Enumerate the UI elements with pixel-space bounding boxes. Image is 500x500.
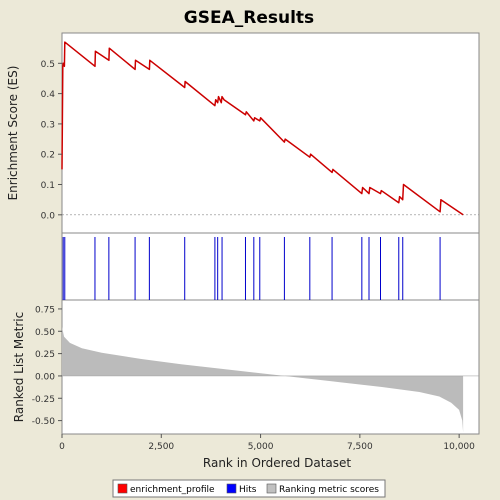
enrichment-profile-line bbox=[61, 41, 464, 216]
legend-label-ranking-metric-scores: Ranking metric scores bbox=[279, 485, 379, 495]
x-tick-label: 10,000 bbox=[443, 442, 475, 452]
legend-swatch-enrichment-profile bbox=[117, 483, 128, 494]
rank-x-axis: 0 2,500 5,000 7,500 10,000 bbox=[59, 434, 475, 452]
chart-title: GSEA_Results bbox=[184, 8, 314, 28]
hits-plot-area bbox=[61, 232, 480, 301]
legend-box bbox=[112, 479, 386, 498]
metric-y-tick-label: 0.25 bbox=[35, 350, 55, 360]
x-tick-label: 2,500 bbox=[148, 442, 174, 452]
es-y-tick-label: 0.1 bbox=[41, 181, 55, 191]
es-y-tick-label: 0.3 bbox=[41, 120, 55, 130]
hits-layer bbox=[62, 237, 441, 300]
x-tick-label: 7,500 bbox=[347, 442, 373, 452]
metric-y-axis: 0.75 0.50 0.25 0.00 -0.25 -0.50 bbox=[32, 305, 62, 427]
metric-y-axis-label: Ranked List Metric bbox=[12, 312, 26, 422]
enrichment-layer bbox=[61, 41, 479, 216]
es-y-axis-label: Enrichment Score (ES) bbox=[6, 66, 20, 201]
es-y-axis: 0.0 0.1 0.2 0.3 0.4 0.5 bbox=[41, 60, 62, 221]
es-plot-area bbox=[61, 32, 480, 234]
legend-swatch-ranking-metric-scores bbox=[266, 483, 277, 494]
es-y-tick-label: 0.5 bbox=[41, 60, 55, 70]
es-y-tick-label: 0.4 bbox=[41, 90, 56, 100]
legend: enrichment_profile Hits Ranking metric s… bbox=[112, 479, 386, 498]
ranking-metric-layer bbox=[62, 326, 479, 433]
x-tick-label: 0 bbox=[59, 442, 65, 452]
es-y-tick-label: 0.0 bbox=[41, 211, 56, 221]
x-axis-label: Rank in Ordered Dataset bbox=[203, 456, 351, 470]
es-y-tick-label: 0.2 bbox=[41, 151, 55, 161]
metric-y-tick-label: 0.00 bbox=[35, 372, 55, 382]
legend-swatch-hits bbox=[226, 483, 237, 494]
metric-y-tick-label: 0.50 bbox=[35, 328, 55, 338]
x-tick-label: 5,000 bbox=[248, 442, 274, 452]
legend-label-enrichment-profile: enrichment_profile bbox=[130, 485, 215, 495]
ranking-metric-area bbox=[62, 326, 464, 433]
metric-y-tick-label: 0.75 bbox=[35, 305, 55, 315]
metric-y-tick-label: -0.25 bbox=[32, 395, 55, 405]
legend-label-hits: Hits bbox=[239, 485, 257, 495]
metric-y-tick-label: -0.50 bbox=[32, 417, 56, 427]
